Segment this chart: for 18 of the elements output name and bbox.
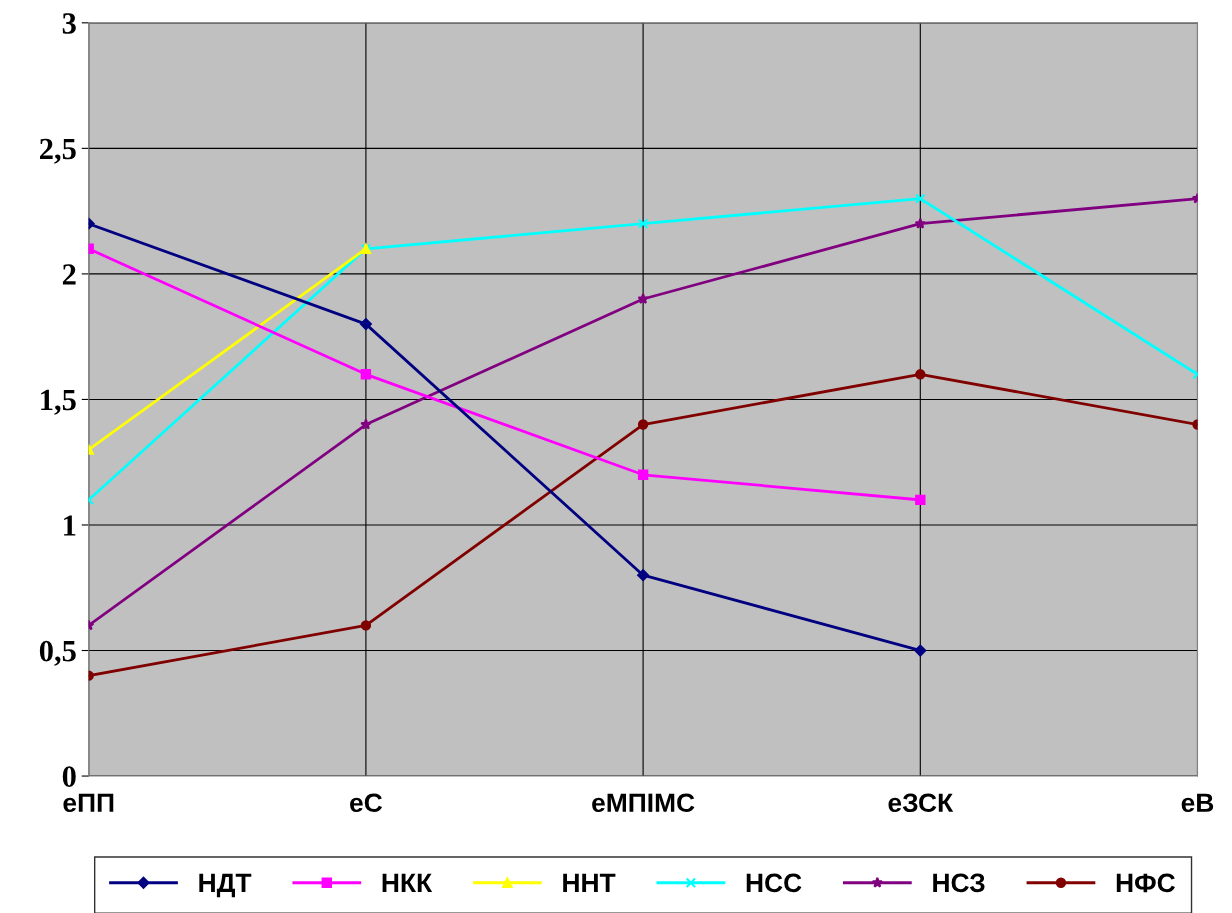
y-tick-label: 0 (62, 766, 76, 787)
y-tick-label: 2 (62, 264, 76, 285)
x-tick-label: еПП (63, 793, 114, 813)
legend-label: ННТ (563, 873, 616, 892)
y-tick-label: 1,5 (41, 389, 76, 415)
x-tick-label: еС (350, 793, 383, 813)
y-tick-label: 2,5 (39, 138, 76, 164)
y-tick-label: 1 (64, 515, 76, 536)
legend-label: НСЗ (933, 873, 985, 893)
x-tick-label: еЗСК (888, 793, 954, 813)
x-tick-label: еВ (1181, 793, 1214, 813)
legend-label: НДТ (199, 873, 252, 898)
legend-label: НКК (382, 873, 433, 892)
y-tick-label: 3 (62, 13, 76, 34)
x-tick-label: еМПІМС (592, 793, 695, 813)
legend-label: НСС (746, 873, 802, 893)
legend-label: НФС (1116, 873, 1175, 893)
y-tick-label: 0,5 (39, 640, 76, 666)
